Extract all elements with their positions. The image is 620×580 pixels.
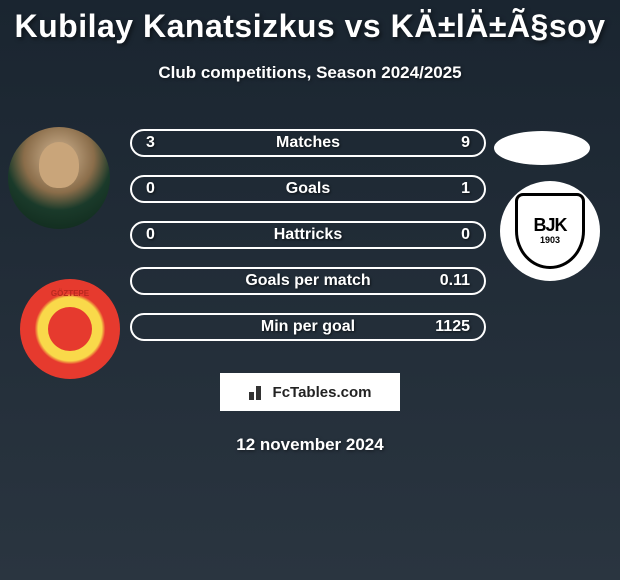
bar-chart-icon <box>249 384 269 400</box>
stat-right-value: 1 <box>461 180 470 198</box>
stat-right-value: 0.11 <box>440 272 470 290</box>
stat-row-hattricks: 0 Hattricks 0 <box>130 221 486 249</box>
club-right-badge: BJK 1903 <box>500 181 600 281</box>
player-right-photo-placeholder <box>494 131 590 165</box>
stat-row-min-per-goal: Min per goal 1125 <box>130 313 486 341</box>
page-title: Kubilay Kanatsizkus vs KÄ±lÄ±Ã§soy <box>0 0 620 45</box>
stat-label: Goals <box>132 180 484 198</box>
stat-left-value: 3 <box>146 134 155 152</box>
stat-label: Hattricks <box>132 226 484 244</box>
club-left-badge-inner <box>48 307 92 351</box>
club-left-badge: GÖZTEPE <box>20 279 120 379</box>
stat-left-value: 0 <box>146 180 155 198</box>
player-left-photo <box>8 127 110 229</box>
stat-label: Matches <box>132 134 484 152</box>
stat-right-value: 9 <box>461 134 470 152</box>
page-subtitle: Club competitions, Season 2024/2025 <box>0 63 620 83</box>
brand-badge[interactable]: FcTables.com <box>220 373 400 411</box>
stats-list: 3 Matches 9 0 Goals 1 0 Hattricks 0 Goal… <box>130 129 486 359</box>
club-right-year: 1903 <box>540 235 560 245</box>
brand-text: FcTables.com <box>273 384 372 401</box>
footer-date: 12 november 2024 <box>0 435 620 455</box>
stat-right-value: 1125 <box>435 318 470 336</box>
stat-label: Min per goal <box>132 318 484 336</box>
club-right-shield: BJK 1903 <box>515 193 585 269</box>
stat-label: Goals per match <box>132 272 484 290</box>
club-right-letters: BJK <box>533 217 566 233</box>
club-left-badge-text: GÖZTEPE <box>20 289 120 298</box>
stat-right-value: 0 <box>461 226 470 244</box>
comparison-panel: GÖZTEPE BJK 1903 3 Matches 9 0 Goals 1 0… <box>0 113 620 363</box>
stat-left-value: 0 <box>146 226 155 244</box>
stat-row-matches: 3 Matches 9 <box>130 129 486 157</box>
stat-row-goals: 0 Goals 1 <box>130 175 486 203</box>
stat-row-goals-per-match: Goals per match 0.11 <box>130 267 486 295</box>
